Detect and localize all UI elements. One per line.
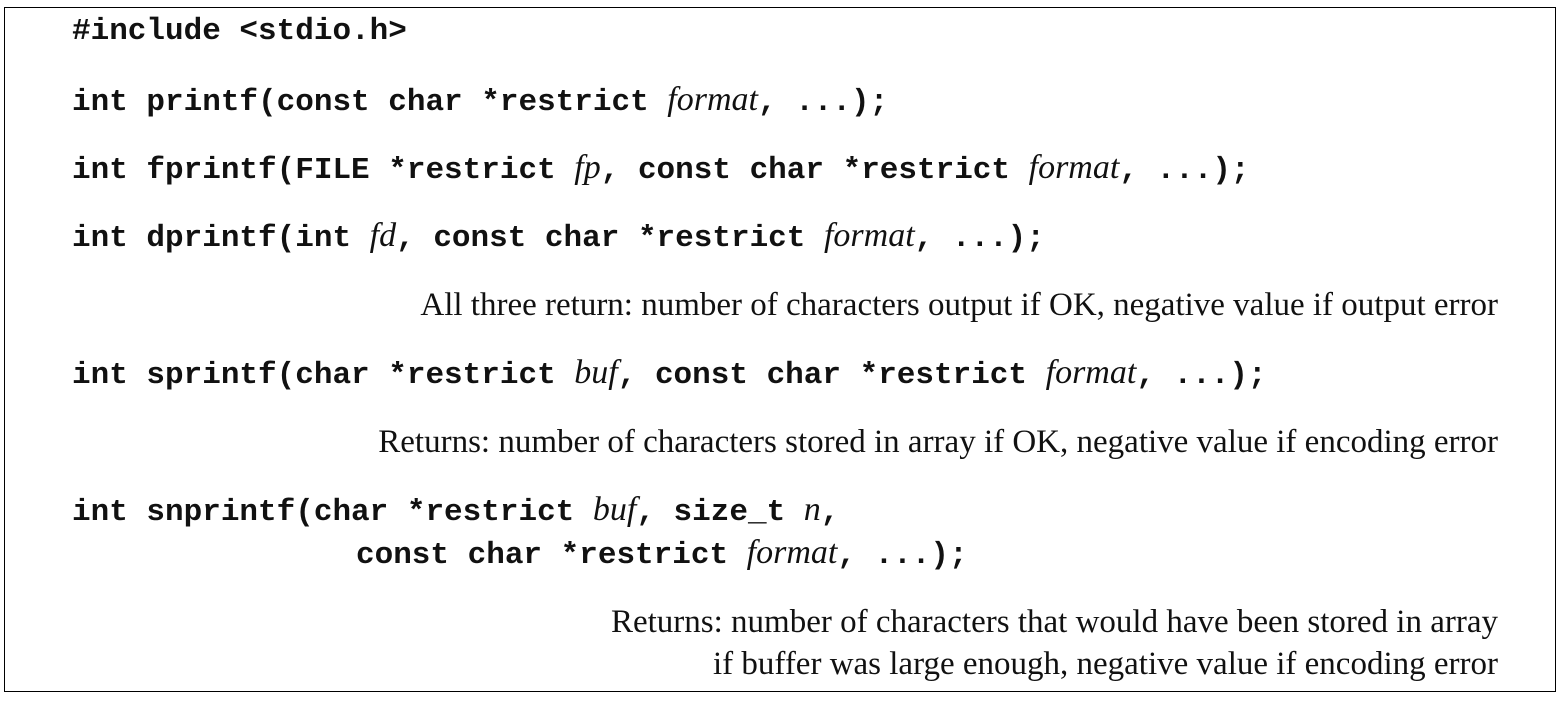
snprintf-continuation: const char *restrict format, ...); — [356, 535, 968, 574]
dprintf-post: , ...); — [914, 221, 1045, 256]
fprintf-prototype: int fprintf(FILE *restrict fp, const cha… — [72, 150, 1250, 189]
dprintf-prototype: int dprintf(int fd, const char *restrict… — [72, 218, 1045, 257]
snprintf-mid: , size_t — [636, 495, 804, 530]
fprintf-format-arg: format — [1028, 149, 1120, 186]
snprintf-prototype: int snprintf(char *restrict buf, size_t … — [72, 492, 839, 531]
sprintf-format-arg: format — [1045, 354, 1137, 391]
sprintf-post: , ...); — [1136, 358, 1267, 393]
fprintf-fp-arg: fp — [574, 149, 601, 186]
printf-format-arg: format — [667, 81, 758, 118]
fprintf-post: , ...); — [1119, 153, 1250, 188]
snprintf-return-line2: if buffer was large enough, negative val… — [713, 646, 1498, 682]
sprintf-pre: int sprintf(char *restrict — [72, 358, 575, 393]
dprintf-mid: , const char *restrict — [396, 221, 824, 256]
snprintf-pre: int snprintf(char *restrict — [72, 495, 593, 530]
fprintf-mid: , const char *restrict — [600, 153, 1029, 188]
dprintf-fd-arg: fd — [369, 217, 397, 254]
include-line: #include <stdio.h> — [72, 14, 407, 49]
printf-pre: int printf(const char *restrict — [72, 85, 668, 120]
snprintf-format-arg: format — [746, 534, 838, 571]
sprintf-buf-arg: buf — [574, 354, 618, 391]
printf-post: , ...); — [757, 85, 889, 120]
printf-prototype: int printf(const char *restrict format, … — [72, 82, 888, 121]
snprintf-return-line1: Returns: number of characters that would… — [610, 604, 1498, 640]
dprintf-format-arg: format — [823, 217, 915, 254]
snprintf-post2: , ...); — [837, 538, 968, 573]
function-prototype-box — [4, 7, 1556, 692]
snprintf-cont-pre: const char *restrict — [356, 538, 747, 573]
sprintf-mid: , const char *restrict — [617, 358, 1046, 393]
dprintf-pre: int dprintf(int — [72, 221, 370, 256]
sprintf-prototype: int sprintf(char *restrict buf, const ch… — [72, 355, 1267, 394]
fprintf-pre: int fprintf(FILE *restrict — [72, 153, 575, 188]
three-return-description: All three return: number of characters o… — [420, 287, 1498, 323]
snprintf-post1: , — [820, 495, 840, 530]
snprintf-buf-arg: buf — [592, 491, 637, 528]
sprintf-return-description: Returns: number of characters stored in … — [378, 424, 1498, 460]
snprintf-n-arg: n — [803, 491, 821, 528]
